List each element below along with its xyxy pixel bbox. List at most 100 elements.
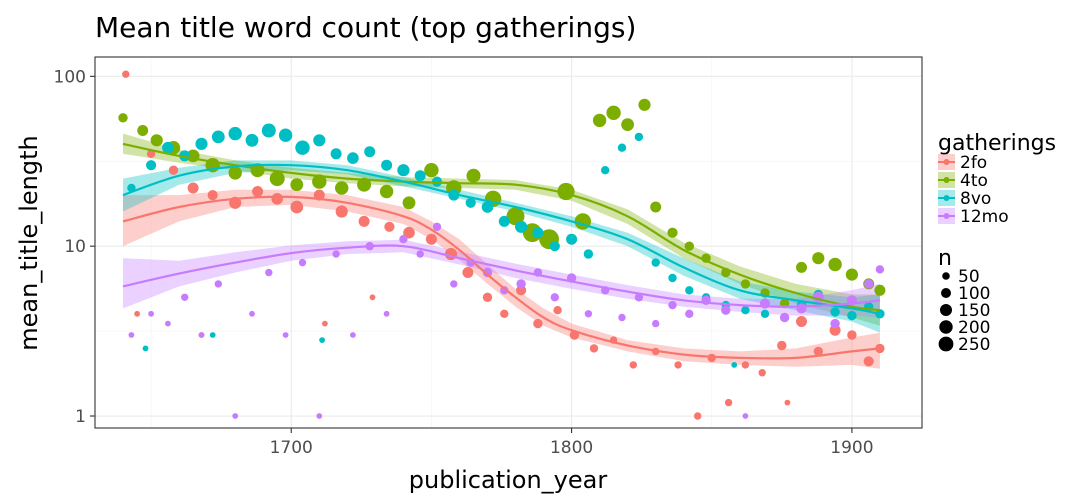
confidence-bands [123, 133, 880, 369]
point-8vo [481, 201, 494, 213]
point-4to [424, 163, 439, 178]
point-2fo [122, 70, 130, 78]
point-12mo [214, 280, 222, 288]
gridlines [95, 57, 922, 428]
point-12mo [668, 300, 677, 310]
point-8vo [583, 249, 594, 259]
point-12mo [298, 258, 307, 267]
ci-band-8vo [123, 160, 880, 333]
smooth-line-8vo [122, 163, 881, 315]
point-12mo [316, 413, 323, 419]
point-12mo [685, 309, 694, 318]
point-4to [845, 268, 859, 281]
point-12mo [742, 413, 749, 419]
point-2fo [694, 413, 701, 419]
point-4to [335, 181, 349, 195]
point-2fo [207, 190, 218, 201]
point-2fo [533, 318, 543, 329]
point-4to [812, 252, 825, 265]
y-tick-label: 1 [75, 407, 86, 427]
point-12mo [432, 222, 442, 231]
point-8vo [830, 307, 840, 317]
point-4to [621, 118, 634, 131]
point-4to [402, 196, 416, 210]
point-12mo [399, 235, 408, 244]
legend-size-label: 50 [958, 267, 980, 287]
point-8vo [228, 126, 242, 141]
point-8vo [211, 130, 225, 144]
point-4to [379, 184, 394, 199]
point-8vo [741, 306, 750, 315]
point-4to [592, 113, 607, 128]
point-12mo [265, 268, 273, 277]
point-4to [796, 261, 807, 273]
y-tick-label: 10 [64, 237, 86, 257]
point-12mo [450, 280, 458, 288]
point-2fo [724, 398, 733, 407]
point-2fo [290, 200, 304, 214]
point-4to [874, 284, 886, 296]
point-8vo [549, 241, 560, 252]
chart-title: Mean title word count (top gatherings) [95, 11, 636, 44]
legend-label-12mo: 12mo [960, 207, 1009, 227]
point-2fo [589, 344, 599, 353]
point-2fo [271, 193, 284, 205]
point-12mo [652, 319, 660, 328]
point-12mo [550, 293, 559, 302]
point-12mo [198, 332, 205, 338]
point-12mo [282, 332, 289, 338]
point-8vo [209, 332, 216, 338]
point-8vo [261, 123, 276, 138]
point-8vo [601, 166, 610, 175]
point-2fo [335, 205, 348, 218]
point-8vo [397, 164, 410, 177]
point-2fo [741, 361, 750, 369]
point-2fo [784, 399, 791, 406]
point-8vo [364, 146, 376, 158]
point-12mo [148, 310, 155, 317]
point-12mo [482, 267, 493, 278]
x-tick-label: 1900 [830, 438, 873, 458]
legend-label-4to: 4to [960, 171, 988, 191]
point-2fo [863, 356, 874, 367]
smooth-lines [122, 142, 881, 360]
smooth-line-4to [122, 142, 881, 312]
point-8vo [515, 220, 528, 233]
smooth-line-12mo [122, 244, 881, 308]
point-4to [118, 113, 128, 123]
point-8vo [566, 233, 578, 245]
point-12mo [165, 320, 171, 327]
point-8vo [142, 345, 149, 352]
point-4to [684, 241, 694, 251]
y-tick-label: 100 [54, 67, 86, 87]
point-2fo [168, 165, 179, 175]
legend-size-label: 150 [958, 301, 990, 321]
plot-border [94, 56, 923, 429]
point-2fo [358, 215, 370, 227]
legend-size-dot [938, 336, 954, 352]
point-2fo [875, 343, 885, 354]
x-axis-title: publication_year [409, 466, 608, 494]
point-4to [650, 201, 662, 213]
point-12mo [516, 279, 526, 289]
legend-size-dot [942, 272, 950, 280]
point-2fo [674, 361, 682, 369]
legend-size-dot [940, 304, 952, 316]
x-axis-ticks: 1700 1800 1900 [270, 428, 874, 458]
point-2fo [134, 310, 141, 317]
plot-panel [95, 57, 922, 428]
legend-size-label: 100 [958, 284, 990, 304]
legend-label-8vo: 8vo [960, 189, 991, 209]
x-tick-label: 1800 [550, 438, 593, 458]
point-4to [137, 125, 149, 136]
point-4to [606, 105, 621, 121]
point-2fo [403, 226, 415, 239]
legend-size-label: 200 [958, 318, 990, 338]
point-8vo [146, 160, 157, 171]
point-12mo [350, 332, 356, 338]
point-8vo [685, 286, 694, 295]
point-12mo [830, 318, 840, 329]
legend-label-2fo: 2fo [960, 153, 987, 173]
